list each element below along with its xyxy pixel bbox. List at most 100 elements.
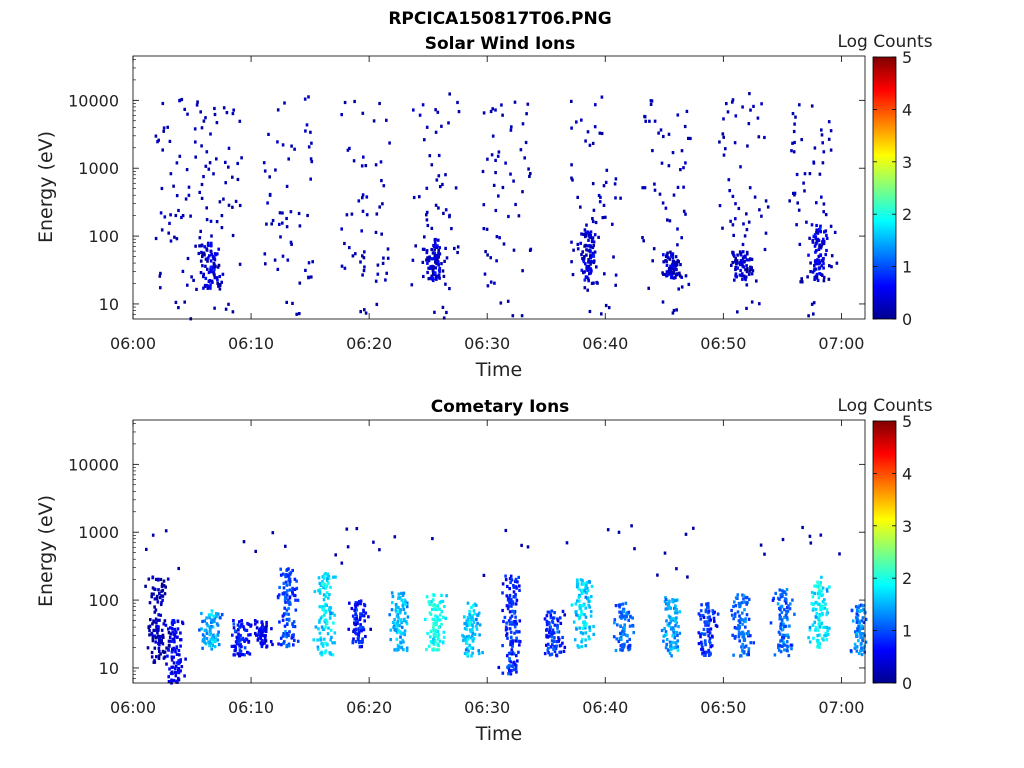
heatmap-cell <box>210 618 213 622</box>
heatmap-cell <box>174 674 178 678</box>
heatmap-cell <box>855 649 859 653</box>
heatmap-cell <box>149 618 152 622</box>
heatmap-cell <box>588 143 592 147</box>
heatmap-cell <box>162 584 166 588</box>
heatmap-cell <box>291 622 294 627</box>
heatmap-cell <box>556 623 559 627</box>
heatmap-cell <box>431 271 435 275</box>
heatmap-cell <box>721 132 725 136</box>
heatmap-cell <box>213 306 216 310</box>
heatmap-cell <box>779 593 783 597</box>
heatmap-cell <box>156 140 159 144</box>
heatmap-cell <box>170 655 174 659</box>
heatmap-cell <box>323 582 327 586</box>
heatmap-cell <box>820 575 823 579</box>
heatmap-cell <box>357 630 361 634</box>
heatmap-cell <box>611 222 614 226</box>
heatmap-cell <box>822 600 825 604</box>
heatmap-cell <box>246 621 249 626</box>
heatmap-cell <box>735 259 739 263</box>
heatmap-cell <box>174 670 177 675</box>
heatmap-cell <box>734 256 737 261</box>
heatmap-cell <box>584 233 588 237</box>
heatmap-cell <box>172 661 176 665</box>
heatmap-cell <box>175 635 179 639</box>
heatmap-cell <box>820 593 823 598</box>
heatmap-cell <box>176 627 180 631</box>
heatmap-cell <box>457 110 461 114</box>
heatmap-cell <box>208 279 212 283</box>
heatmap-cell <box>431 617 435 621</box>
heatmap-cell <box>482 573 486 577</box>
heatmap-cell <box>790 647 793 651</box>
heatmap-cell <box>792 150 796 154</box>
heatmap-cell <box>170 658 174 662</box>
heatmap-cell <box>279 636 283 640</box>
heatmap-cell <box>444 282 447 286</box>
heatmap-cell <box>712 616 716 620</box>
heatmap-cell <box>166 654 169 658</box>
heatmap-cell <box>357 638 360 642</box>
x-tick-label: 06:40 <box>582 698 628 717</box>
heatmap-cell <box>209 286 212 290</box>
heatmap-cell <box>514 595 517 599</box>
heatmap-cell <box>550 652 554 656</box>
heatmap-cell <box>512 652 516 656</box>
heatmap-cell <box>753 195 757 199</box>
heatmap-cell <box>437 255 440 259</box>
heatmap-cell <box>360 645 363 649</box>
heatmap-cell <box>158 592 161 596</box>
heatmap-cell <box>472 604 475 608</box>
heatmap-cell <box>157 656 161 660</box>
heatmap-cell <box>356 619 359 623</box>
heatmap-cell <box>817 622 821 626</box>
heatmap-cell <box>400 625 404 629</box>
heatmap-cell <box>360 629 363 633</box>
heatmap-cell <box>484 250 487 254</box>
heatmap-cell <box>405 601 409 605</box>
heatmap-cell <box>374 163 378 167</box>
heatmap-cell <box>324 620 327 624</box>
y-tick-label: 100 <box>88 591 119 610</box>
heatmap-cell <box>468 609 471 613</box>
heatmap-cell <box>780 610 784 614</box>
heatmap-cell <box>289 210 293 214</box>
heatmap-cell <box>814 626 818 630</box>
heatmap-cell <box>434 631 437 636</box>
heatmap-cell <box>734 267 738 271</box>
heatmap-cell <box>405 605 409 609</box>
heatmap-cell <box>674 604 677 609</box>
heatmap-cell <box>625 614 628 619</box>
heatmap-cell <box>165 662 168 666</box>
heatmap-cell <box>507 619 511 623</box>
heatmap-cell <box>208 644 211 648</box>
heatmap-cell <box>155 597 159 601</box>
heatmap-cell <box>580 118 583 122</box>
heatmap-cell <box>509 672 513 676</box>
heatmap-cell <box>360 229 363 233</box>
heatmap-cell <box>514 667 518 671</box>
heatmap-cell <box>649 102 653 106</box>
heatmap-cell <box>362 608 365 612</box>
heatmap-cell <box>588 626 591 630</box>
heatmap-cell <box>263 636 267 640</box>
y-label-solar-wind: Energy (eV) <box>35 131 57 243</box>
heatmap-cell <box>666 623 670 627</box>
heatmap-cell <box>501 113 504 117</box>
heatmap-cell <box>283 612 286 616</box>
heatmap-cell <box>788 624 791 628</box>
heatmap-cell <box>220 613 224 617</box>
heatmap-cell <box>584 631 587 635</box>
heatmap-cell <box>434 257 437 261</box>
heatmap-cell <box>671 640 674 644</box>
heatmap-cell <box>238 644 241 648</box>
heatmap-cell <box>475 617 478 621</box>
heatmap-cell <box>670 270 673 275</box>
heatmap-cell <box>809 261 812 265</box>
heatmap-cell <box>321 644 325 648</box>
heatmap-cell <box>706 630 710 634</box>
heatmap-cell <box>209 637 213 641</box>
heatmap-cell <box>592 244 595 248</box>
heatmap-cell <box>232 626 236 630</box>
heatmap-cell <box>510 620 514 624</box>
